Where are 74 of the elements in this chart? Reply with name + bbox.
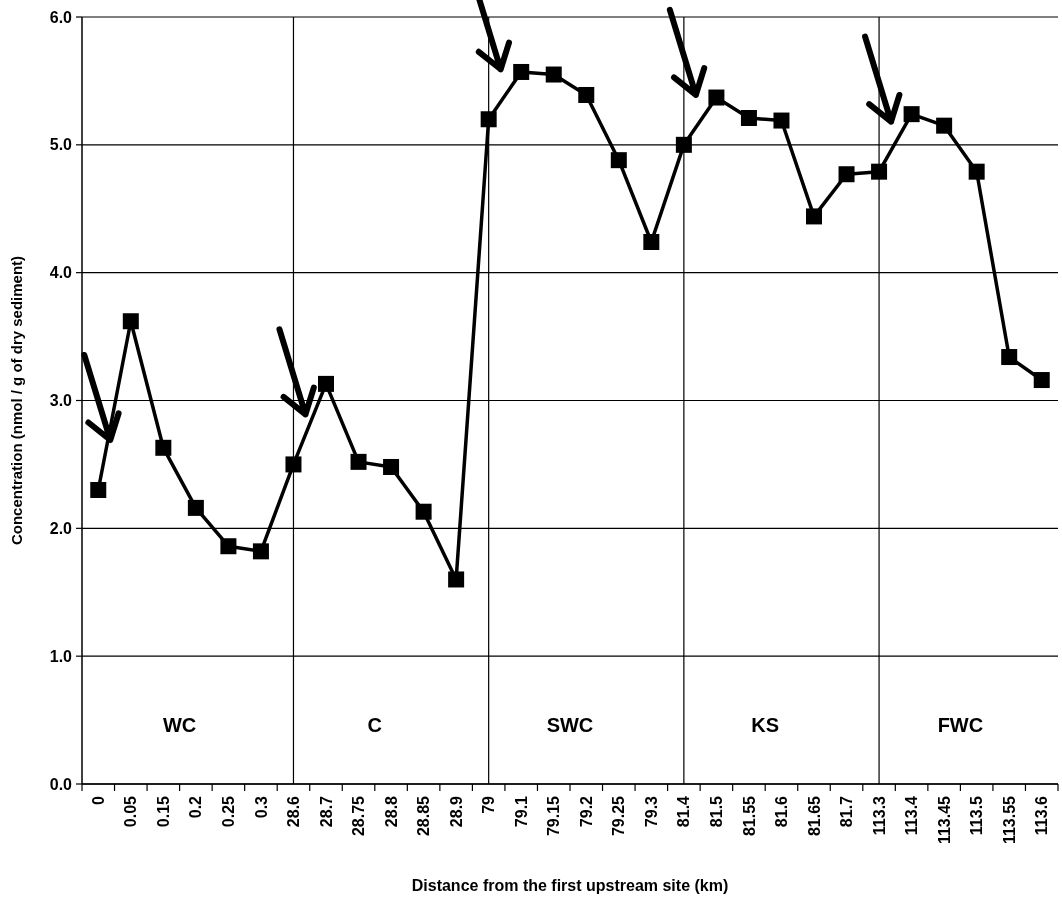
point	[806, 208, 822, 225]
x-tick-label: 28.6	[285, 795, 303, 828]
x-tick-label: 28.8	[382, 795, 400, 828]
x-tick-label: 113.55	[1000, 795, 1018, 845]
x-tick-label: 79	[480, 795, 498, 814]
point	[187, 499, 204, 516]
x-tick-label: 113.6	[1033, 795, 1051, 836]
point	[773, 112, 790, 129]
y-tick-label: 0.0	[49, 775, 73, 793]
x-tick-label: 81.55	[740, 795, 758, 837]
x-tick-label: 0.15	[154, 795, 172, 828]
point	[545, 66, 562, 83]
x-tick-label: 0.3	[252, 795, 270, 819]
y-tick-label: 5.0	[49, 136, 73, 154]
x-tick-label: 0.05	[122, 795, 140, 828]
point	[871, 163, 888, 180]
x-axis-title: Distance from the first upstream site (km)	[411, 877, 729, 894]
x-tick-label: 79.15	[545, 795, 563, 837]
point	[448, 571, 465, 588]
x-tick-label: 79.3	[642, 795, 660, 828]
point	[1001, 349, 1018, 366]
y-tick-label: 4.0	[49, 264, 73, 282]
x-tick-label: 0.2	[187, 795, 205, 819]
x-tick-label: 81.5	[708, 795, 725, 828]
point	[1033, 372, 1050, 389]
x-tick-label: 28.9	[447, 795, 465, 828]
x-tick-label: 81.65	[805, 795, 823, 837]
point	[903, 106, 920, 123]
point	[383, 458, 400, 475]
x-tick-label: 81.6	[773, 795, 791, 828]
y-tick-label: 3.0	[49, 392, 73, 410]
y-tick-label: 1.0	[49, 647, 73, 665]
x-tick-label: 28.75	[350, 795, 368, 837]
x-tick-label: 0.25	[220, 795, 237, 828]
x-tick-label: 113.4	[903, 795, 921, 836]
annotation: C	[367, 714, 383, 737]
point	[708, 89, 725, 106]
point	[415, 503, 432, 520]
x-tick-label: 113.5	[968, 795, 986, 836]
point	[936, 117, 953, 134]
point	[675, 136, 692, 153]
x-tick-label: 0	[89, 795, 107, 805]
point	[643, 233, 660, 250]
x-tick-label: 79.2	[577, 795, 595, 828]
point	[838, 166, 855, 183]
point	[155, 439, 172, 456]
point	[740, 109, 757, 126]
x-tick-label: 79.1	[512, 795, 530, 828]
point	[968, 163, 985, 180]
x-tick-label: 79.25	[610, 795, 628, 837]
point	[318, 375, 334, 392]
annotation: KS	[751, 714, 780, 737]
point	[513, 63, 530, 80]
annotation: FWC	[937, 714, 984, 737]
point	[252, 543, 269, 560]
point	[122, 313, 139, 330]
x-tick-label: 28.85	[415, 795, 433, 837]
x-tick-label: 113.45	[935, 795, 953, 845]
y-tick-label: 6.0	[49, 8, 73, 26]
annotation: SWC	[546, 714, 594, 737]
x-tick-label: 81.4	[675, 795, 693, 828]
point	[350, 453, 367, 470]
point	[285, 456, 302, 473]
point	[480, 111, 497, 128]
point	[220, 538, 237, 555]
point	[90, 481, 107, 498]
y-axis-title: Concentration (nmol / g of dry sediment)	[8, 255, 25, 546]
point	[610, 152, 627, 169]
annotation: WC	[162, 714, 197, 737]
x-tick-label: 113.3	[870, 795, 888, 836]
x-tick-label: 28.7	[317, 795, 335, 828]
point	[578, 86, 595, 103]
y-tick-label: 2.0	[49, 519, 73, 537]
x-tick-label: 81.7	[838, 795, 856, 828]
